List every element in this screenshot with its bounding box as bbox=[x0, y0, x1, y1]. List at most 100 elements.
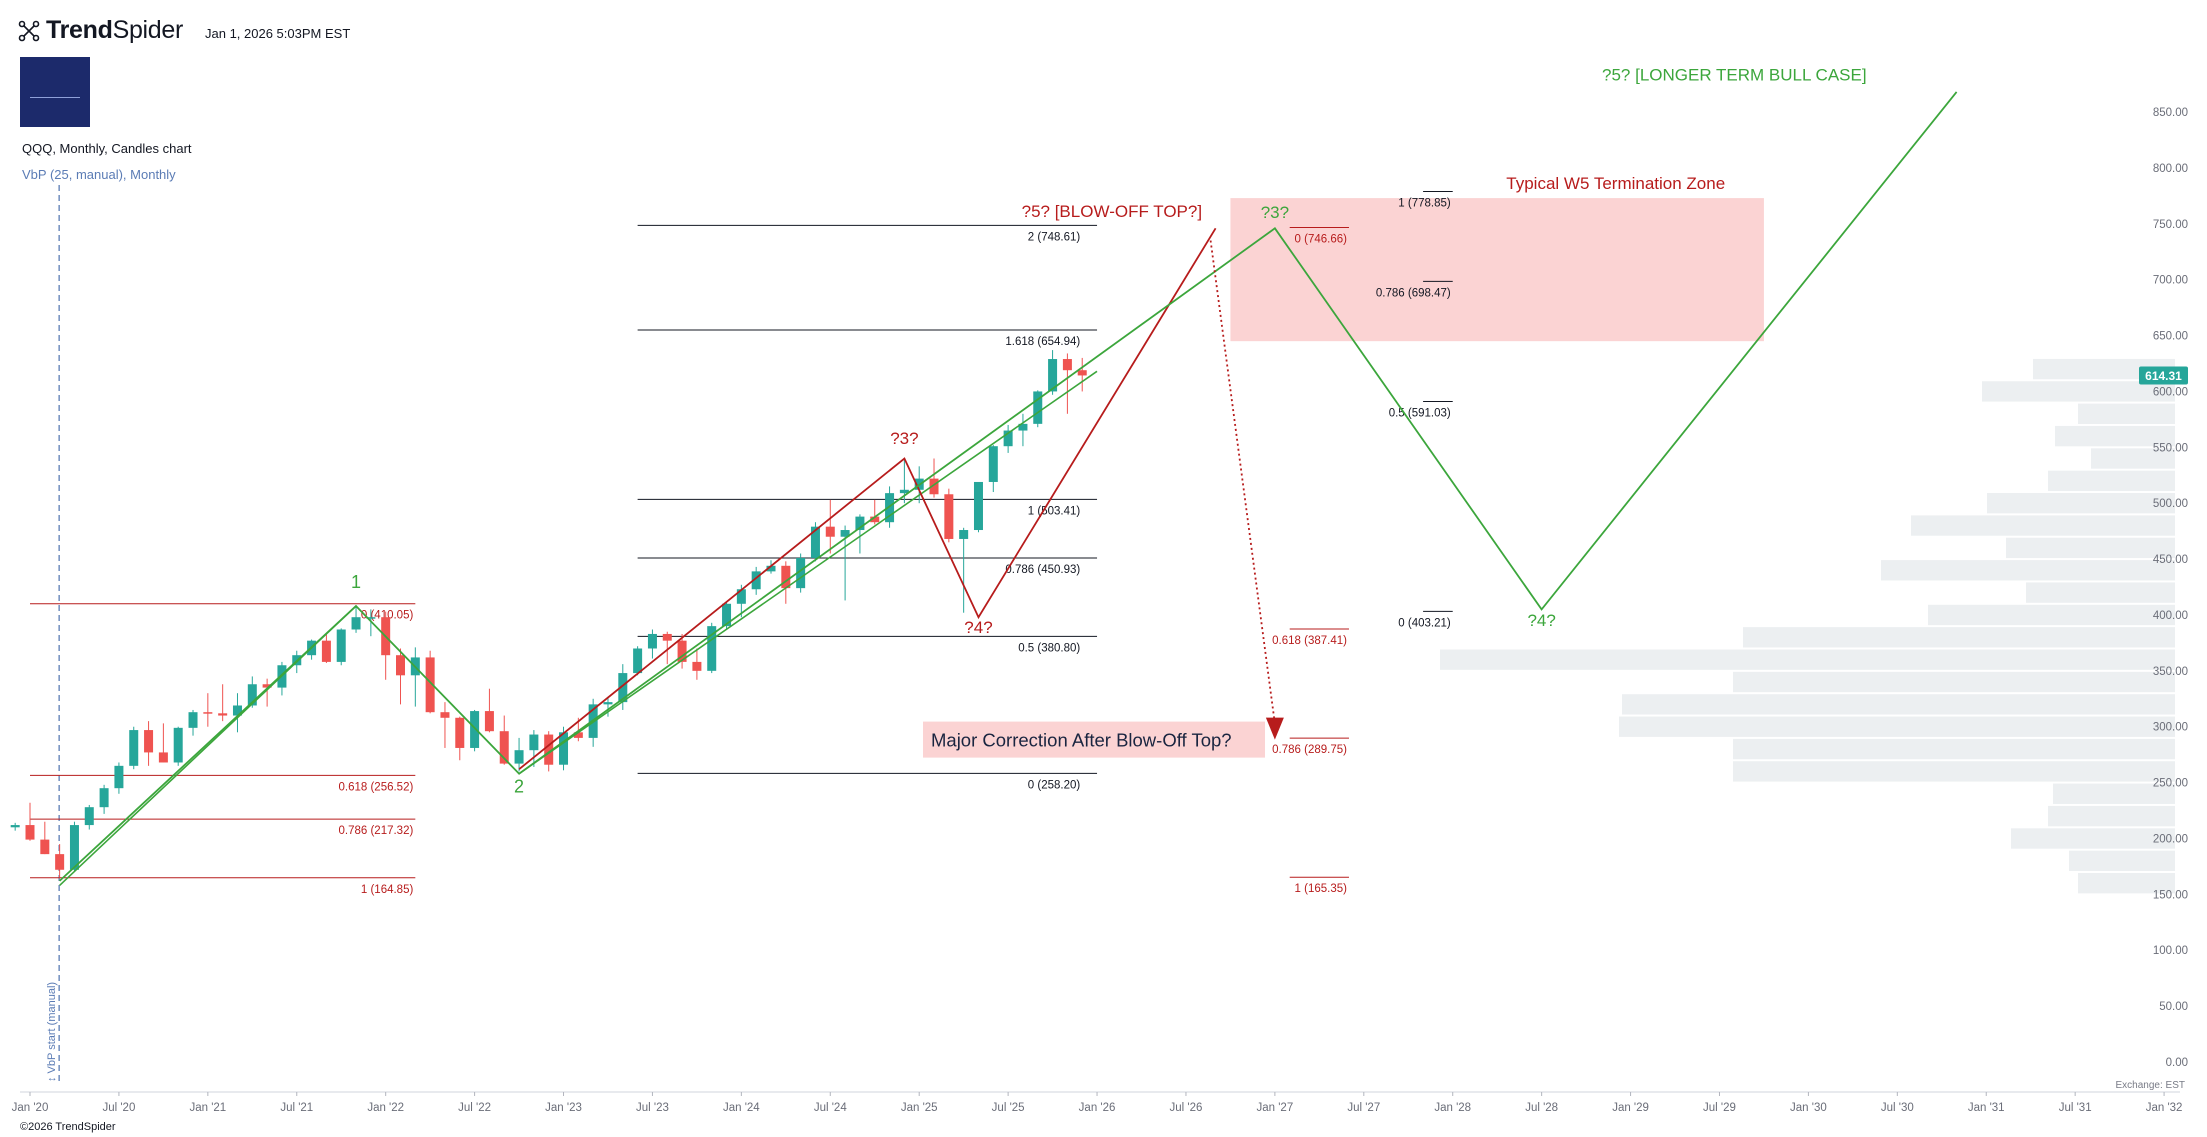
candle-body[interactable] bbox=[722, 603, 732, 627]
candle-body[interactable] bbox=[885, 493, 895, 523]
wave-path-green[interactable] bbox=[58, 91, 1958, 882]
candle-body[interactable] bbox=[603, 702, 613, 705]
x-axis-label: Jan '22 bbox=[367, 1102, 404, 1114]
candle-body[interactable] bbox=[514, 750, 524, 764]
candle-body[interactable] bbox=[973, 481, 983, 531]
fib-level-label: 0.786 (698.47) bbox=[1376, 287, 1451, 299]
fib-level-label: 0 (403.21) bbox=[1398, 617, 1451, 629]
candle-body[interactable] bbox=[84, 807, 94, 826]
candle-body[interactable] bbox=[129, 730, 139, 766]
fib-level-label: 0.5 (591.03) bbox=[1389, 407, 1451, 419]
candle-body[interactable] bbox=[1077, 370, 1087, 376]
candle-body[interactable] bbox=[321, 640, 331, 662]
candle-body[interactable] bbox=[499, 731, 509, 764]
candle-body[interactable] bbox=[351, 617, 361, 630]
candle-body[interactable] bbox=[899, 489, 909, 494]
candle-body[interactable] bbox=[796, 557, 806, 589]
candle-body[interactable] bbox=[1033, 391, 1043, 424]
candle-body[interactable] bbox=[40, 839, 50, 855]
candle-body[interactable] bbox=[336, 629, 346, 662]
candle-body[interactable] bbox=[766, 565, 776, 572]
candle-body[interactable] bbox=[929, 478, 939, 495]
candle-body[interactable] bbox=[633, 648, 643, 674]
candle-body[interactable] bbox=[470, 711, 480, 748]
y-axis-label: 550.00 bbox=[2153, 442, 2188, 454]
y-axis-label: 350.00 bbox=[2153, 666, 2188, 678]
candle-body[interactable] bbox=[69, 825, 79, 870]
wave-path-red[interactable] bbox=[518, 227, 1217, 770]
candle-body[interactable] bbox=[396, 655, 405, 676]
candle-body[interactable] bbox=[10, 825, 20, 828]
candle-body[interactable] bbox=[825, 526, 835, 537]
candle-body[interactable] bbox=[618, 673, 628, 703]
candle-body[interactable] bbox=[25, 825, 35, 840]
correction-arrow-line[interactable] bbox=[1209, 240, 1276, 724]
y-axis-label: 700.00 bbox=[2153, 275, 2188, 287]
candle-body[interactable] bbox=[677, 640, 687, 662]
candle-body[interactable] bbox=[1018, 423, 1028, 431]
candle-body[interactable] bbox=[707, 626, 717, 671]
candle-body[interactable] bbox=[455, 717, 465, 748]
candle-body[interactable] bbox=[55, 854, 65, 870]
fib-level-label: 0.618 (256.52) bbox=[339, 781, 414, 793]
candle-body[interactable] bbox=[692, 661, 702, 671]
candle-body[interactable] bbox=[366, 617, 376, 619]
candle-body[interactable] bbox=[247, 684, 257, 706]
correction-arrow-head[interactable] bbox=[1265, 717, 1284, 740]
candle-body[interactable] bbox=[188, 712, 198, 728]
candle-body[interactable] bbox=[736, 589, 746, 604]
candle-body[interactable] bbox=[529, 734, 539, 751]
candle-body[interactable] bbox=[440, 712, 450, 718]
fib-level-label: 0.618 (387.41) bbox=[1272, 635, 1347, 647]
candle-body[interactable] bbox=[544, 734, 554, 765]
candle-body[interactable] bbox=[870, 516, 880, 523]
candle-body[interactable] bbox=[840, 530, 850, 537]
vbp-bar bbox=[2011, 828, 2175, 849]
vbp-indicator-label[interactable]: VbP (25, manual), Monthly bbox=[22, 167, 176, 182]
fib-level-label: 2 (748.61) bbox=[1028, 231, 1081, 243]
candle-body[interactable] bbox=[855, 516, 865, 531]
x-axis-label: Jul '22 bbox=[458, 1102, 491, 1114]
vbp-bar bbox=[1440, 649, 2175, 670]
candle-body[interactable] bbox=[647, 633, 657, 649]
fib-level-label: 1.618 (654.94) bbox=[1005, 336, 1080, 348]
candle-body[interactable] bbox=[218, 713, 228, 716]
x-axis-label: Jan '27 bbox=[1257, 1102, 1294, 1114]
x-axis-label: Jan '23 bbox=[545, 1102, 582, 1114]
candle-body[interactable] bbox=[232, 705, 242, 716]
thumbnail-line bbox=[30, 97, 80, 98]
candle-body[interactable] bbox=[144, 730, 154, 753]
x-axis-label: Jan '31 bbox=[1968, 1102, 2005, 1114]
candle-body[interactable] bbox=[944, 494, 954, 539]
candle-body[interactable] bbox=[262, 684, 272, 688]
fib-level-label: 0.786 (217.32) bbox=[339, 825, 414, 837]
y-axis-label: 300.00 bbox=[2153, 722, 2188, 734]
candle-body[interactable] bbox=[425, 657, 435, 713]
candle-body[interactable] bbox=[1048, 359, 1058, 392]
copyright-text: ©2026 TrendSpider bbox=[20, 1121, 116, 1133]
candle-body[interactable] bbox=[751, 571, 761, 590]
candle-body[interactable] bbox=[203, 712, 213, 714]
candle-body[interactable] bbox=[573, 732, 583, 738]
candle-body[interactable] bbox=[99, 788, 109, 808]
wave-label: ?5? [BLOW-OFF TOP?] bbox=[1022, 202, 1202, 221]
candle-body[interactable] bbox=[1003, 430, 1013, 447]
candle-body[interactable] bbox=[959, 530, 969, 539]
x-axis-label: Jul '29 bbox=[1703, 1102, 1736, 1114]
fib-level-label: 1 (164.85) bbox=[361, 884, 414, 896]
candle-body[interactable] bbox=[1062, 359, 1072, 371]
candle-body[interactable] bbox=[810, 526, 820, 558]
candle-body[interactable] bbox=[173, 727, 183, 763]
candle-body[interactable] bbox=[484, 711, 494, 732]
candle-body[interactable] bbox=[662, 633, 672, 641]
callout-text: Major Correction After Blow-Off Top? bbox=[931, 730, 1232, 751]
candle-body[interactable] bbox=[988, 446, 998, 482]
wave-green-trendline[interactable] bbox=[518, 370, 1098, 775]
vbp-bar bbox=[1619, 716, 2175, 737]
candle-body[interactable] bbox=[781, 565, 791, 589]
vbp-bar bbox=[2055, 425, 2175, 447]
candle-body[interactable] bbox=[114, 765, 124, 789]
candle-body[interactable] bbox=[158, 752, 168, 763]
candle-body[interactable] bbox=[559, 732, 569, 765]
